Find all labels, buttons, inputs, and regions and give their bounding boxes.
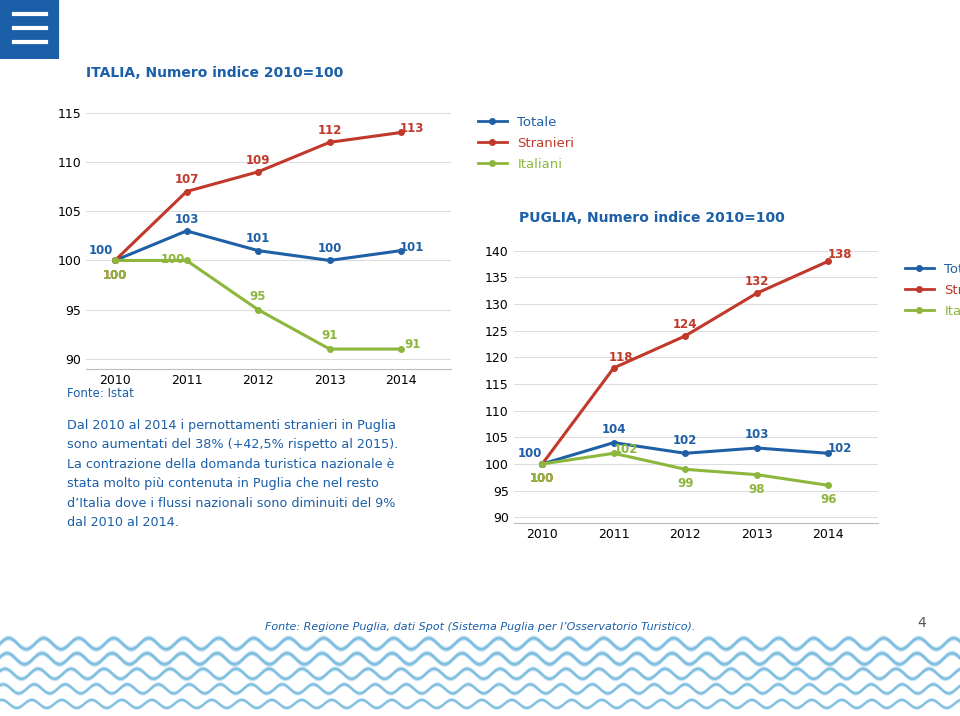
Text: 113: 113	[400, 122, 424, 135]
Text: 104: 104	[602, 423, 626, 436]
Text: 118: 118	[609, 351, 633, 364]
Text: 102: 102	[828, 442, 852, 455]
Text: 100: 100	[530, 472, 554, 485]
Legend: Totale, Stranieri, Italiani: Totale, Stranieri, Italiani	[472, 111, 580, 176]
Text: 103: 103	[745, 428, 769, 441]
Text: ITALIA, Numero indice 2010=100: ITALIA, Numero indice 2010=100	[86, 67, 344, 80]
Bar	[0, 0, 60, 59]
Bar	[0, 0, 60, 59]
Text: 112: 112	[318, 124, 342, 137]
Text: PERNOTTAMENTI DEI CLIENTI IN ITALIA E IN PUGLIA (CONFRONTO 2010-2014): PERNOTTAMENTI DEI CLIENTI IN ITALIA E IN…	[69, 20, 828, 39]
Text: 100: 100	[160, 253, 185, 266]
Text: 100: 100	[103, 268, 127, 281]
Text: 100: 100	[530, 472, 554, 485]
Text: 101: 101	[400, 241, 424, 253]
Text: 102: 102	[673, 434, 698, 447]
Text: 91: 91	[404, 338, 420, 351]
Text: PUGLIA, Numero indice 2010=100: PUGLIA, Numero indice 2010=100	[519, 211, 785, 225]
Text: 101: 101	[246, 232, 271, 246]
Text: 107: 107	[175, 173, 199, 186]
Text: 100: 100	[517, 447, 541, 460]
Text: 91: 91	[322, 329, 338, 342]
Text: Fonte: Istat: Fonte: Istat	[67, 387, 134, 400]
Text: 109: 109	[246, 153, 271, 167]
Text: 96: 96	[820, 493, 836, 506]
Text: 95: 95	[250, 290, 266, 303]
Text: 100: 100	[318, 242, 342, 255]
Text: 103: 103	[175, 213, 199, 226]
Text: 102: 102	[614, 443, 638, 456]
Text: 138: 138	[828, 248, 852, 261]
Text: 124: 124	[673, 318, 698, 331]
Text: 99: 99	[677, 478, 693, 490]
Text: 98: 98	[749, 483, 765, 495]
Text: Fonte: Regione Puglia, dati Spot (Sistema Puglia per l’Osservatorio Turistico).: Fonte: Regione Puglia, dati Spot (Sistem…	[265, 622, 695, 632]
Text: 100: 100	[89, 243, 113, 256]
Text: 100: 100	[103, 268, 127, 281]
Text: 132: 132	[745, 275, 769, 288]
Text: 4: 4	[918, 616, 926, 630]
Legend: Totale, Stranieri, Italiani: Totale, Stranieri, Italiani	[900, 258, 960, 323]
Text: Dal 2010 al 2014 i pernottamenti stranieri in Puglia
sono aumentati del 38% (+42: Dal 2010 al 2014 i pernottamenti stranie…	[67, 419, 398, 529]
